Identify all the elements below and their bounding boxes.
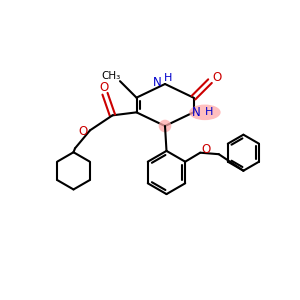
Ellipse shape: [189, 104, 221, 120]
Text: CH₃: CH₃: [101, 71, 121, 81]
Text: O: O: [201, 142, 210, 156]
Text: O: O: [212, 71, 221, 84]
Text: N: N: [153, 76, 162, 89]
Ellipse shape: [159, 120, 171, 132]
Text: O: O: [99, 81, 108, 94]
Text: O: O: [79, 125, 88, 138]
Text: N: N: [191, 106, 200, 119]
Text: H: H: [164, 73, 172, 83]
Text: H: H: [205, 107, 213, 117]
